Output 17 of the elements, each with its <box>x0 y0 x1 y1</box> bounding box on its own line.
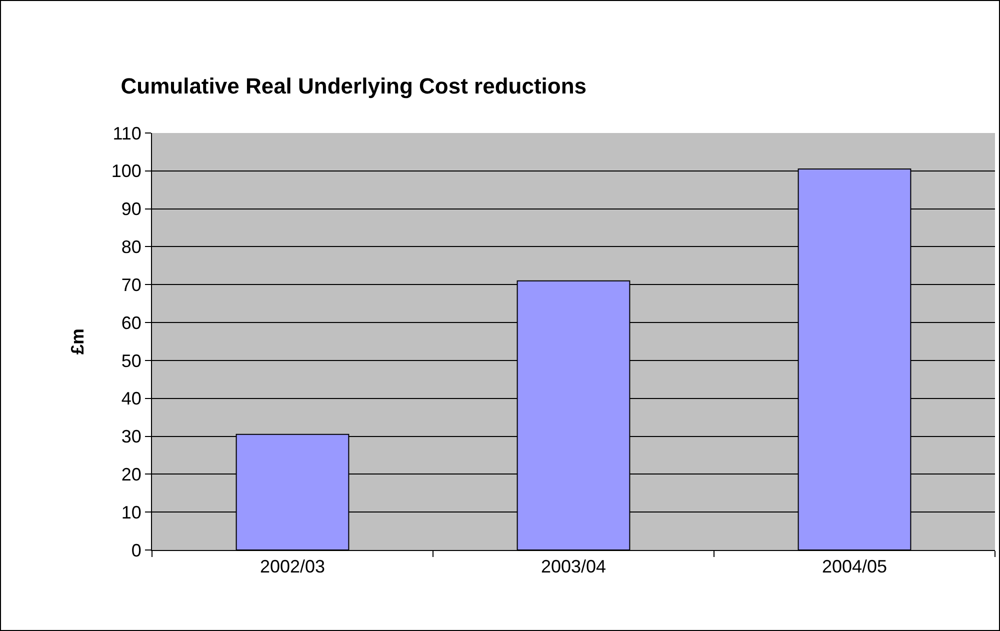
x-tick-label: 2004/05 <box>822 556 888 577</box>
chart-title: Cumulative Real Underlying Cost reductions <box>120 74 587 99</box>
y-tick-label: 40 <box>121 388 142 409</box>
y-tick-label: 0 <box>131 540 142 560</box>
y-tick-label: 10 <box>121 502 142 522</box>
y-tick-label: 30 <box>121 426 142 447</box>
y-tick-label: 90 <box>121 199 142 220</box>
x-tick-label: 2003/04 <box>540 556 606 577</box>
y-tick-label: 70 <box>121 274 142 295</box>
y-axis-title: £m <box>68 328 88 355</box>
y-tick-label: 60 <box>121 312 142 333</box>
y-tick-label: 80 <box>121 237 142 258</box>
y-tick-label: 110 <box>112 123 142 144</box>
x-tick-label: 2002/03 <box>260 556 326 577</box>
y-tick-label: 100 <box>111 161 142 182</box>
y-tick-label: 50 <box>121 350 142 371</box>
y-tick-label: 20 <box>121 464 142 484</box>
